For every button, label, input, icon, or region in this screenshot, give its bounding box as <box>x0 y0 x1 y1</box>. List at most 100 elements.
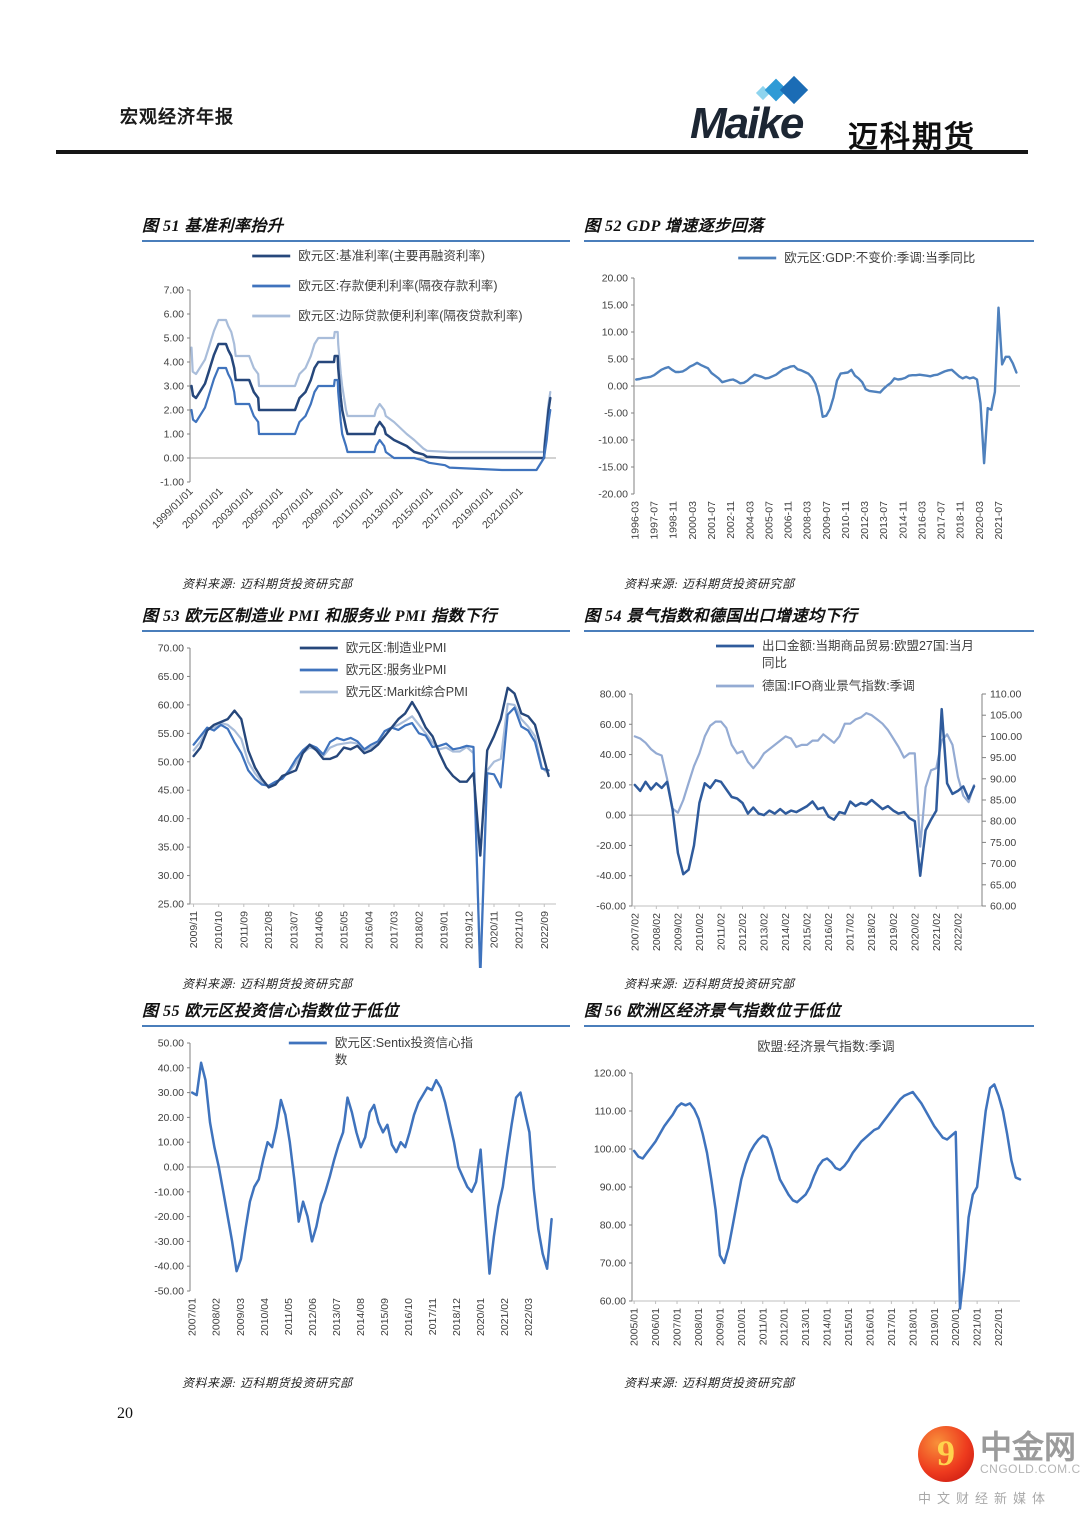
cngold-watermark: 9 中金网 CNGOLD.COM.CN 中文财经新媒体 <box>918 1426 1080 1507</box>
figure-54-source: 资料来源: 迈科期货投资研究部 <box>624 977 795 991</box>
svg-text:1998-11: 1998-11 <box>668 501 680 539</box>
figure-53-source: 资料来源: 迈科期货投资研究部 <box>182 977 353 991</box>
svg-text:35.00: 35.00 <box>158 842 184 854</box>
svg-text:90.00: 90.00 <box>990 773 1016 785</box>
svg-text:20.00: 20.00 <box>602 273 628 285</box>
svg-text:2015/09: 2015/09 <box>379 1298 391 1336</box>
series-ifo-business-climate <box>633 711 976 848</box>
svg-text:2019/01: 2019/01 <box>439 911 451 949</box>
svg-text:0.00: 0.00 <box>606 810 627 822</box>
svg-text:-40.00: -40.00 <box>154 1261 184 1273</box>
svg-text:2016/01: 2016/01 <box>864 1308 876 1346</box>
figure-55-title: 图 55 欧元区投资信心指数位于低位 <box>142 997 570 1027</box>
svg-text:60.00: 60.00 <box>158 699 184 711</box>
svg-text:0.00: 0.00 <box>608 381 629 393</box>
svg-text:2009/02: 2009/02 <box>672 913 684 951</box>
svg-text:欧元区:制造业PMI: 欧元区:制造业PMI <box>346 641 447 655</box>
svg-text:2007/02: 2007/02 <box>629 913 641 951</box>
svg-text:2020/01: 2020/01 <box>475 1298 487 1336</box>
svg-text:2002-11: 2002-11 <box>725 501 737 539</box>
svg-text:2022/01: 2022/01 <box>993 1308 1005 1346</box>
svg-text:-30.00: -30.00 <box>154 1236 184 1248</box>
svg-text:欧元区:边际贷款便利利率(隔夜贷款利率): 欧元区:边际贷款便利利率(隔夜贷款利率) <box>298 308 522 323</box>
svg-text:2010-11: 2010-11 <box>840 501 852 539</box>
series-sentix-investor-confidence <box>190 1061 553 1275</box>
svg-text:2016-03: 2016-03 <box>916 501 928 540</box>
svg-text:2014/08: 2014/08 <box>355 1298 367 1336</box>
figure-56-source: 资料来源: 迈科期货投资研究部 <box>624 1376 795 1390</box>
cngold-logo-icon: 9 <box>918 1426 974 1482</box>
svg-text:2019/12: 2019/12 <box>464 911 476 949</box>
svg-text:2007/01: 2007/01 <box>672 1308 684 1346</box>
svg-text:40.00: 40.00 <box>600 749 626 761</box>
axes: 120.00110.00100.0090.0080.0070.0060.0020… <box>594 1068 1020 1346</box>
svg-text:-20.00: -20.00 <box>154 1211 184 1223</box>
svg-text:2018/02: 2018/02 <box>413 911 425 949</box>
svg-text:2009/01: 2009/01 <box>714 1308 726 1346</box>
svg-text:2007/01: 2007/01 <box>187 1298 199 1336</box>
svg-text:2001-07: 2001-07 <box>706 501 718 540</box>
axes: 20.00 15.00 10.00 5.00 0.00 -5.00 -10.00 -15.00… <box>598 273 1020 540</box>
svg-text:2018/12: 2018/12 <box>451 1298 463 1336</box>
svg-text:2005-07: 2005-07 <box>763 501 775 540</box>
svg-text:55.00: 55.00 <box>158 728 184 740</box>
svg-text:1997-07: 1997-07 <box>649 501 661 540</box>
figure-55: 图 55 欧元区投资信心指数位于低位 50.00 40.00 30.00 20.00 1… <box>142 997 570 1391</box>
figure-54: 图 54 景气指数和德国出口增速均下行 80.00 60.00 40.00 20.00… <box>584 602 1034 992</box>
svg-text:40.00: 40.00 <box>158 813 184 825</box>
legend: 欧元区:制造业PMI 欧元区:服务业PMI 欧元区:Markit综合PMI <box>299 641 468 699</box>
series-deposit-facility-rate <box>190 366 552 472</box>
series-services-pmi <box>192 706 550 980</box>
svg-text:85.00: 85.00 <box>990 795 1016 807</box>
svg-text:70.00: 70.00 <box>158 643 184 655</box>
figure-51-title: 图 51 基准利率抬升 <box>142 212 570 242</box>
svg-text:-1.00: -1.00 <box>160 477 184 489</box>
figure-55-chart: 50.00 40.00 30.00 20.00 10.00 0.00 -10.00 -20.0… <box>154 1035 556 1336</box>
svg-text:同比: 同比 <box>762 656 787 670</box>
svg-text:2006-11: 2006-11 <box>782 501 794 539</box>
svg-text:2009/03: 2009/03 <box>235 1298 247 1336</box>
svg-text:-50.00: -50.00 <box>154 1286 184 1298</box>
svg-text:50.00: 50.00 <box>158 756 184 768</box>
series-marginal-lending-rate <box>190 318 552 454</box>
svg-text:2012-03: 2012-03 <box>859 501 871 540</box>
svg-text:欧元区:Markit综合PMI: 欧元区:Markit综合PMI <box>346 684 468 699</box>
svg-text:0.00: 0.00 <box>164 1162 185 1174</box>
figure-53-chart: 70.00 65.00 60.00 55.00 50.00 45.00 40.00 35.00… <box>158 641 556 980</box>
figure-56-chart: 120.00110.00100.0090.0080.0070.0060.0020… <box>594 1039 1022 1346</box>
series-eu27-export-yoy <box>633 707 976 877</box>
svg-text:4.00: 4.00 <box>164 357 185 369</box>
svg-text:5.00: 5.00 <box>164 333 185 345</box>
svg-text:75.00: 75.00 <box>990 837 1016 849</box>
svg-text:欧元区:基准利率(主要再融资利率): 欧元区:基准利率(主要再融资利率) <box>298 248 485 263</box>
svg-text:15.00: 15.00 <box>602 300 628 312</box>
svg-text:2004-03: 2004-03 <box>744 501 756 540</box>
svg-text:2015/01: 2015/01 <box>843 1308 855 1346</box>
figure-55-source: 资料来源: 迈科期货投资研究部 <box>182 1376 353 1390</box>
svg-text:2008-03: 2008-03 <box>802 501 814 540</box>
svg-text:2013/02: 2013/02 <box>759 913 771 951</box>
svg-text:2008/02: 2008/02 <box>651 913 663 951</box>
svg-text:2021/02: 2021/02 <box>931 913 943 951</box>
svg-text:出口金额:当期商品贸易:欧盟27国:当月: 出口金额:当期商品贸易:欧盟27国:当月 <box>762 638 974 653</box>
svg-text:2017/02: 2017/02 <box>845 913 857 951</box>
series-gdp-yoy <box>635 306 1018 465</box>
axes: 70.00 65.00 60.00 55.00 50.00 45.00 40.00 35.00… <box>158 643 556 949</box>
svg-text:2016/04: 2016/04 <box>363 911 375 949</box>
figure-52-source: 资料来源: 迈科期货投资研究部 <box>624 577 795 591</box>
svg-text:10.00: 10.00 <box>158 1137 184 1149</box>
svg-text:-15.00: -15.00 <box>598 462 628 474</box>
svg-text:6.00: 6.00 <box>164 309 185 321</box>
svg-text:-10.00: -10.00 <box>154 1186 184 1198</box>
svg-text:40.00: 40.00 <box>158 1062 184 1074</box>
svg-text:2017/03: 2017/03 <box>389 911 401 949</box>
svg-text:2012/06: 2012/06 <box>307 1298 319 1336</box>
svg-text:65.00: 65.00 <box>990 879 1016 891</box>
svg-text:2014/06: 2014/06 <box>313 911 325 949</box>
svg-text:2017/01: 2017/01 <box>886 1308 898 1346</box>
series-composite-pmi <box>192 702 550 971</box>
svg-text:2011/01: 2011/01 <box>757 1308 769 1345</box>
svg-text:2011/05: 2011/05 <box>283 1298 295 1335</box>
